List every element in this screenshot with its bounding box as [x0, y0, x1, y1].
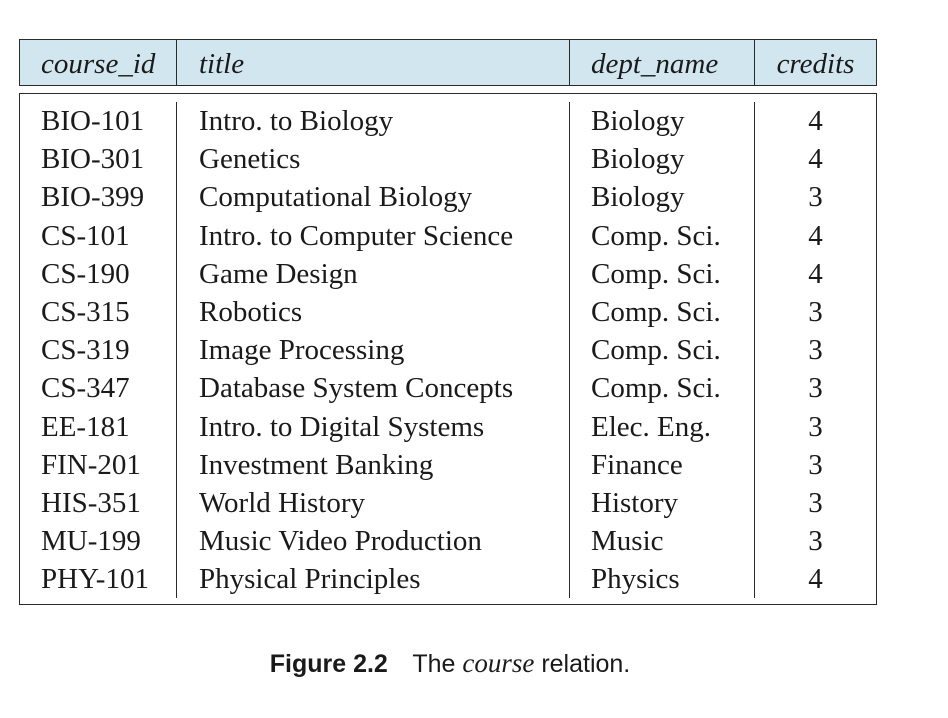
- title-cell: Robotics: [199, 295, 303, 328]
- title-cell: World History: [199, 486, 366, 519]
- credits-cell: 4: [808, 563, 823, 596]
- column-title: Intro. to Biology Genetics Computational B…: [176, 102, 569, 599]
- caption-suffix: relation.: [541, 650, 631, 678]
- dept-name-cell: Comp. Sci.: [591, 372, 721, 405]
- header-col-credits: credits: [754, 40, 876, 85]
- dept-name-cell: Comp. Sci.: [591, 334, 721, 367]
- dept-name-cell: Comp. Sci.: [591, 219, 721, 252]
- course-id-cell: CS-347: [41, 372, 130, 405]
- course-id-cell: BIO-301: [41, 143, 145, 176]
- header-col-course-id: course_id: [20, 40, 176, 85]
- title-cell: Database System Concepts: [199, 372, 514, 405]
- column-credits: 4 4 3 4 4 3 3 3 3 3 3 3 4: [754, 102, 876, 599]
- course-relation-figure: course_id title dept_name credits BIO-10…: [19, 39, 877, 606]
- credits-cell: 3: [808, 448, 823, 481]
- course-id-cell: EE-181: [41, 410, 130, 443]
- caption-relation-name: course: [462, 648, 535, 678]
- column-header: dept_name: [591, 48, 719, 80]
- credits-cell: 3: [808, 410, 823, 443]
- column-dept-name: Biology Biology Biology Comp. Sci. Comp. Sci…: [569, 102, 754, 599]
- header-col-dept-name: dept_name: [569, 40, 754, 85]
- title-cell: Genetics: [199, 143, 301, 176]
- column-course-id: BIO-101 BIO-301 BIO-399 CS-101 CS-190 CS-315 C…: [20, 102, 176, 598]
- credits-cell: 3: [808, 334, 823, 367]
- course-id-cell: HIS-351: [41, 486, 141, 519]
- dept-name-cell: Music: [591, 525, 664, 558]
- title-cell: Intro. to Computer Science: [199, 219, 514, 252]
- title-cell: Computational Biology: [199, 181, 473, 214]
- credits-cell: 4: [808, 257, 823, 290]
- title-cell: Intro. to Digital Systems: [199, 410, 485, 443]
- title-cell: Game Design: [199, 257, 358, 290]
- title-cell: Music Video Production: [199, 525, 482, 558]
- dept-name-cell: Biology: [591, 181, 685, 214]
- course-id-cell: CS-101: [41, 219, 130, 252]
- column-header: course_id: [41, 48, 156, 80]
- course-id-cell: CS-319: [41, 334, 130, 367]
- title-cell: Investment Banking: [199, 448, 434, 481]
- header-col-title: title: [176, 40, 569, 85]
- credits-cell: 3: [808, 525, 823, 558]
- table-body: BIO-101 BIO-301 BIO-399 CS-101 CS-190 CS-315 C…: [19, 93, 877, 606]
- course-id-cell: MU-199: [41, 525, 141, 558]
- course-id-cell: PHY-101: [41, 563, 149, 596]
- title-cell: Physical Principles: [199, 563, 421, 596]
- credits-cell: 4: [808, 143, 823, 176]
- course-id-cell: FIN-201: [41, 448, 141, 481]
- dept-name-cell: Finance: [591, 448, 683, 481]
- dept-name-cell: Physics: [591, 563, 680, 596]
- figure-caption: Figure 2.2 The course relation.: [0, 648, 900, 679]
- credits-cell: 4: [808, 219, 823, 252]
- credits-cell: 4: [808, 105, 823, 137]
- dept-name-cell: Comp. Sci.: [591, 257, 721, 290]
- dept-name-cell: History: [591, 486, 678, 519]
- course-id-cell: CS-315: [41, 295, 130, 328]
- dept-name-cell: Comp. Sci.: [591, 295, 721, 328]
- credits-cell: 3: [808, 486, 823, 519]
- dept-name-cell: Biology: [591, 105, 685, 137]
- column-header: title: [199, 48, 245, 80]
- course-id-cell: BIO-399: [41, 181, 145, 214]
- course-id-cell: BIO-101: [41, 105, 145, 137]
- title-cell: Image Processing: [199, 334, 405, 367]
- title-cell: Intro. to Biology: [199, 105, 394, 137]
- dept-name-cell: Elec. Eng.: [591, 410, 711, 443]
- credits-cell: 3: [808, 295, 823, 328]
- column-header: credits: [776, 48, 855, 80]
- course-id-cell: CS-190: [41, 257, 130, 290]
- dept-name-cell: Biology: [591, 143, 685, 176]
- credits-cell: 3: [808, 372, 823, 405]
- credits-cell: 3: [808, 181, 823, 214]
- table-header-row: course_id title dept_name credits: [19, 39, 877, 86]
- figure-number: Figure 2.2: [269, 650, 388, 678]
- caption-prefix: The: [412, 650, 456, 678]
